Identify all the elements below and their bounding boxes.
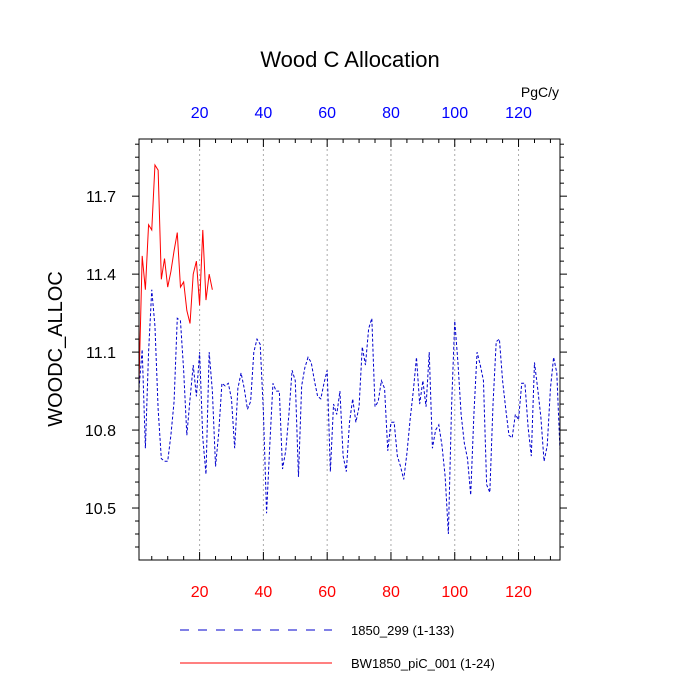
x-tick-label-top-5: 120	[505, 105, 532, 122]
y-tick-label-1: 10.8	[85, 423, 116, 440]
x-tick-label-top-1: 40	[254, 105, 272, 122]
series-layer	[138, 163, 561, 535]
ticks	[132, 139, 567, 560]
x-tick-label-top-4: 100	[441, 105, 468, 122]
x-tick-label-top-2: 60	[318, 105, 336, 122]
x-tick-label-bottom-5: 120	[505, 584, 532, 601]
legend-label-1: BW1850_piC_001 (1-24)	[351, 656, 495, 671]
chart-title: Wood C Allocation	[260, 47, 439, 72]
legend-label-0: 1850_299 (1-133)	[351, 623, 454, 638]
grid-lines	[199, 139, 520, 560]
tick-labels: 20 20 40 40 60 60 80 80 100 100 120 120 10.5 10.8 11.1…	[85, 105, 532, 601]
x-tick-label-bottom-2: 60	[318, 584, 336, 601]
legend: 1850_299 (1-133) BW1850_piC_001 (1-24)	[180, 623, 495, 671]
x-tick-label-bottom-1: 40	[254, 584, 272, 601]
y-axis-label: WOODC_ALLOC	[45, 271, 67, 427]
y-tick-label-0: 10.5	[85, 501, 116, 518]
series-line-0	[138, 289, 561, 535]
y-tick-label-3: 11.4	[86, 267, 116, 284]
y-tick-label-2: 11.1	[86, 345, 116, 362]
series-line-1	[138, 163, 213, 384]
units-label: PgC/y	[521, 84, 559, 100]
x-tick-label-bottom-0: 20	[191, 584, 209, 601]
x-tick-label-top-0: 20	[191, 105, 209, 122]
x-tick-label-top-3: 80	[382, 105, 400, 122]
y-tick-label-4: 11.7	[86, 189, 116, 206]
x-tick-label-bottom-3: 80	[382, 584, 400, 601]
x-tick-label-bottom-4: 100	[441, 584, 468, 601]
axes	[138, 138, 561, 561]
plot-frame	[138, 138, 561, 561]
